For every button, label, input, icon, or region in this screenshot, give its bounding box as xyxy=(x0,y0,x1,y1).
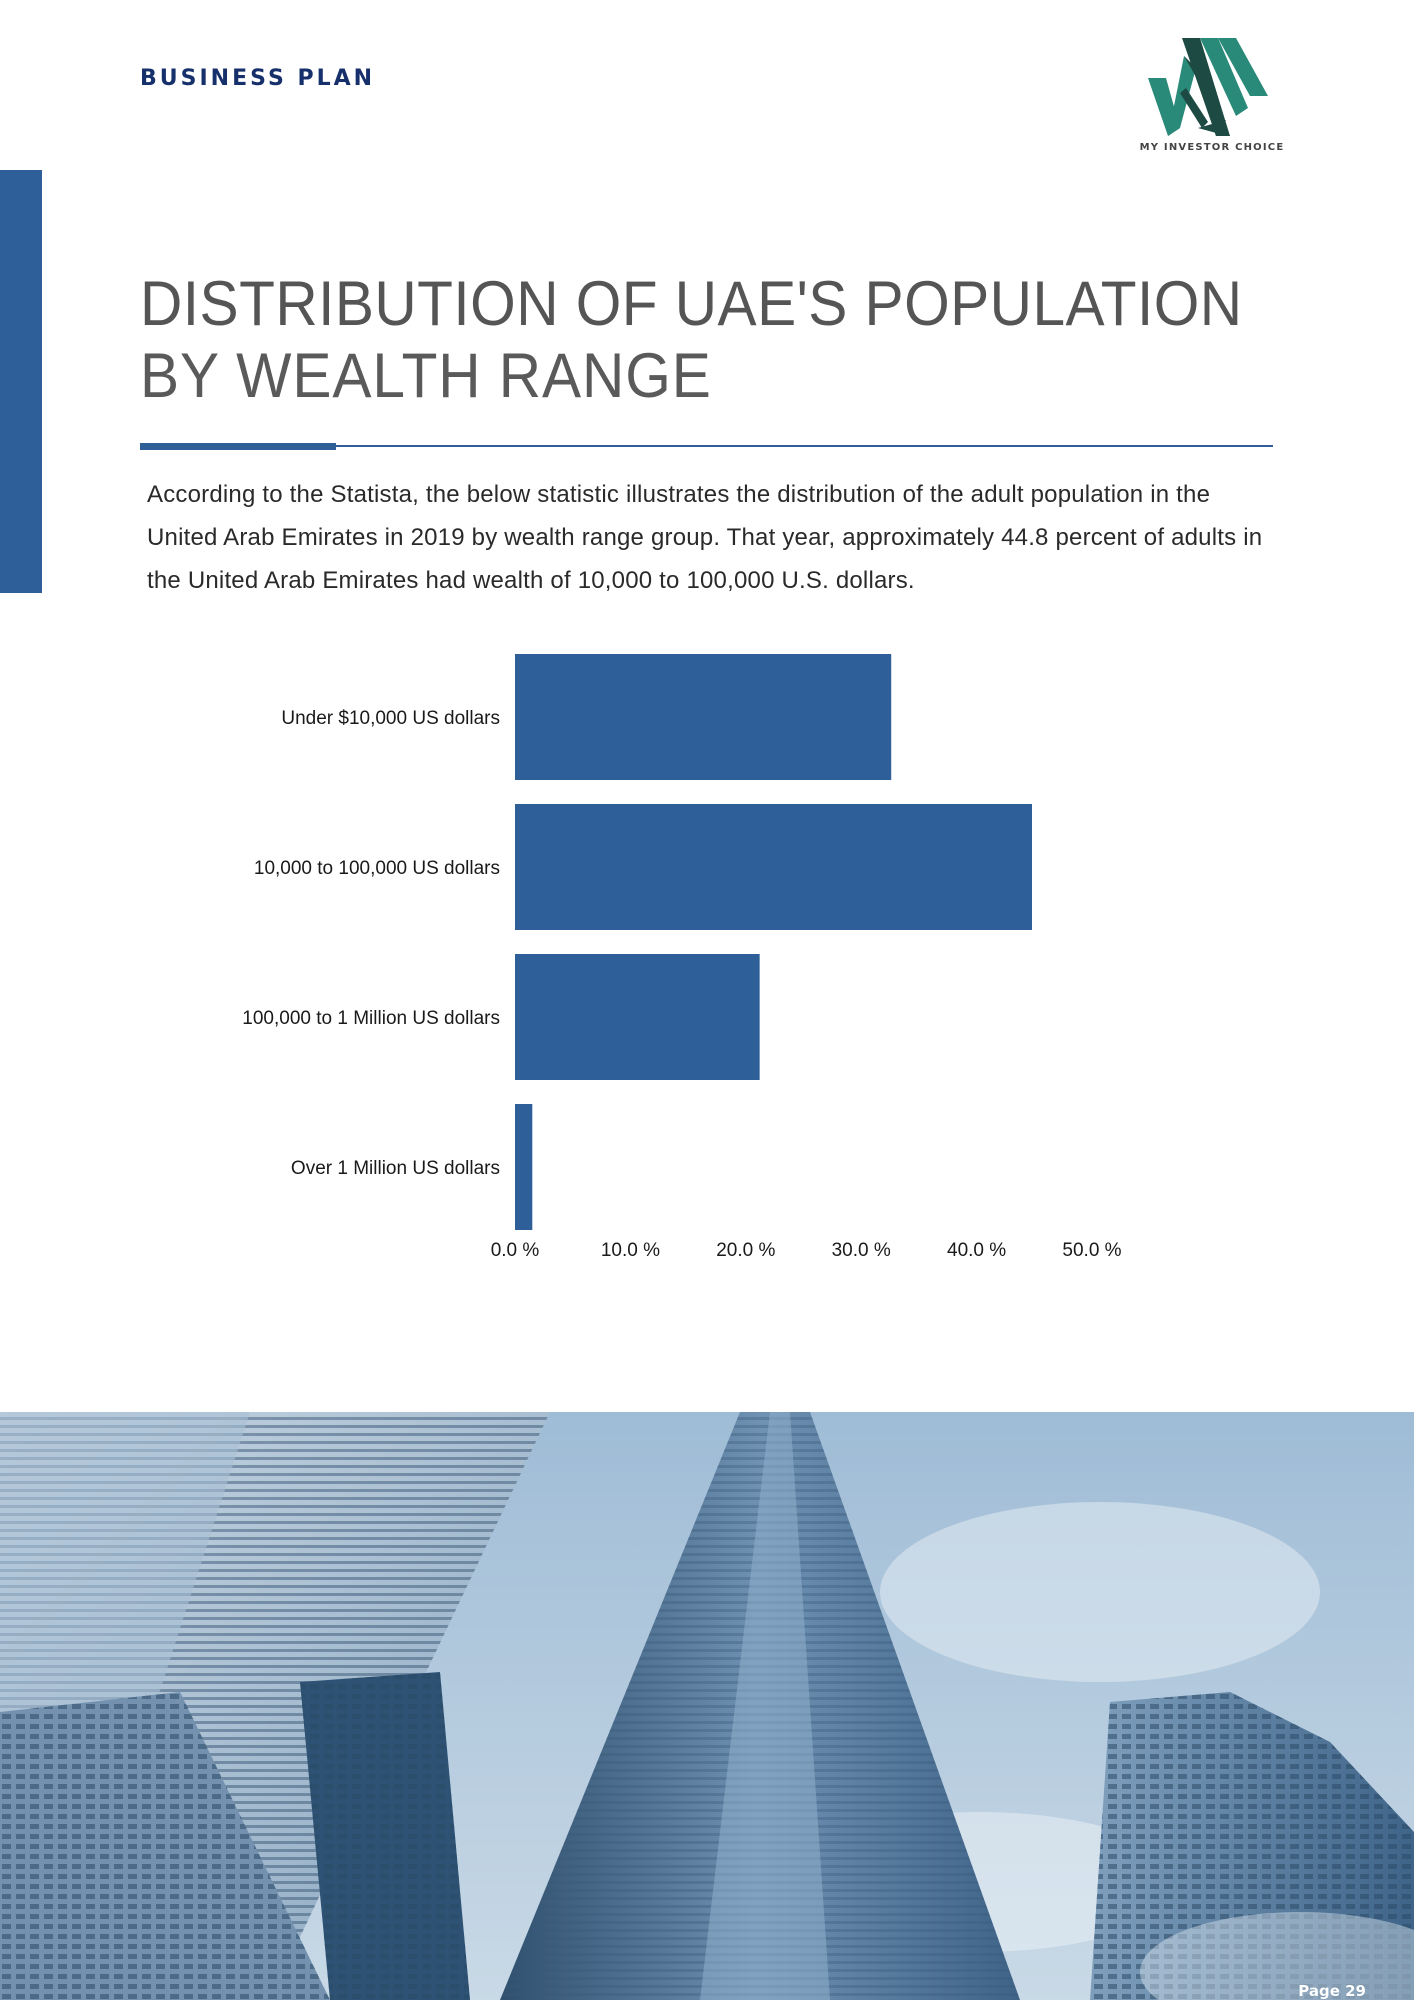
bar-0 xyxy=(515,654,892,780)
logo-text: MY INVESTOR CHOICE xyxy=(1139,142,1285,153)
skyscrapers-icon xyxy=(0,1412,1414,2000)
skyline-photo xyxy=(0,1412,1414,2000)
x-tick-label-3: 30.0 % xyxy=(832,1240,891,1261)
company-logo: MY INVESTOR CHOICE xyxy=(1138,38,1286,158)
left-accent-bar xyxy=(0,170,42,593)
bar-2 xyxy=(515,954,760,1080)
category-label-3: Over 1 Million US dollars xyxy=(291,1158,500,1179)
page-title-line1: DISTRIBUTION OF UAE'S POPULATION xyxy=(140,269,1243,339)
page-number: Page 29 xyxy=(1298,1982,1366,2000)
body-paragraph: According to the Statista, the below sta… xyxy=(147,481,1263,594)
bar-1 xyxy=(515,804,1032,930)
wealth-distribution-chart: Under $10,000 US dollars 10,000 to 100,00… xyxy=(242,654,1122,1261)
category-label-1: 10,000 to 100,000 US dollars xyxy=(254,858,500,879)
title-divider xyxy=(140,445,1273,447)
x-tick-label-5: 50.0 % xyxy=(1062,1240,1121,1261)
x-tick-label-4: 40.0 % xyxy=(947,1240,1006,1261)
category-label-0: Under $10,000 US dollars xyxy=(281,708,500,729)
logo-mark-icon xyxy=(1148,38,1268,136)
x-tick-label-2: 20.0 % xyxy=(716,1240,775,1261)
x-tick-label-1: 10.0 % xyxy=(601,1240,660,1261)
x-tick-label-0: 0.0 % xyxy=(491,1240,540,1261)
category-label-2: 100,000 to 1 Million US dollars xyxy=(242,1008,500,1029)
bar-3 xyxy=(515,1104,533,1230)
page-title-line2: BY WEALTH RANGE xyxy=(140,341,712,411)
header-label: BUSINESS PLAN xyxy=(140,66,376,91)
chart-canvas: Under $10,000 US dollars 10,000 to 100,00… xyxy=(242,654,1122,1261)
title-divider-accent xyxy=(140,443,336,450)
